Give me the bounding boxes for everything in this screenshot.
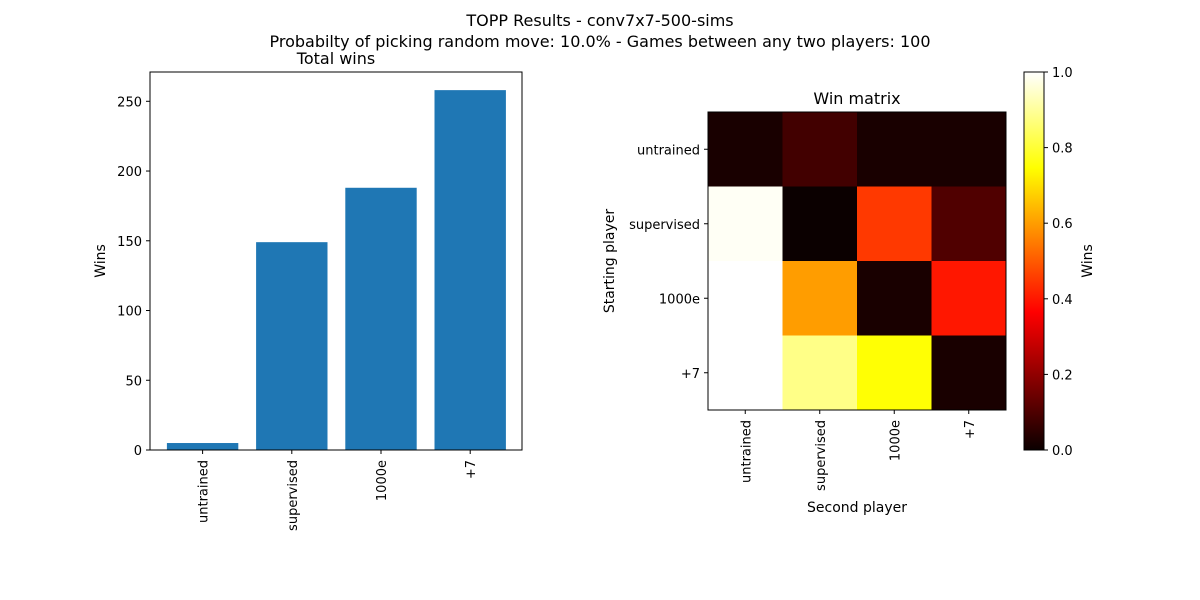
win-matrix-chart: Win matrix Starting player Second player…	[602, 89, 1007, 516]
bar-+7	[434, 90, 506, 450]
figure-subtitle: Probabilty of picking random move: 10.0%…	[269, 32, 930, 51]
heat-cell-1000e-supervised	[782, 261, 858, 336]
colorbar-tick-label: 0.2	[1052, 368, 1073, 383]
heat-cell-supervised-supervised	[782, 186, 858, 262]
y-tick-label: 150	[117, 235, 142, 250]
y-tick-label: 200	[117, 165, 142, 180]
heat-cell-supervised-untrained	[708, 186, 783, 262]
heat-cell-untrained-1000e	[857, 112, 932, 187]
x-tick-label: 1000e	[375, 460, 390, 501]
heat-cell-+7-supervised	[782, 335, 858, 411]
colorbar-gradient	[1023, 71, 1045, 451]
bar-chart-title: Total wins	[296, 49, 375, 68]
heat-cell-+7-1000e	[857, 335, 932, 411]
heat-cell-untrained-untrained	[708, 112, 783, 187]
heat-cell-untrained-supervised	[782, 112, 858, 187]
y-tick-label: 50	[125, 374, 142, 389]
heat-cell-+7-+7	[931, 335, 1007, 411]
y-tick-label: 250	[117, 95, 142, 110]
heat-cell-+7-untrained	[708, 335, 783, 411]
total-wins-chart: Total wins Wins untrained supervised 1000e…	[93, 49, 523, 531]
colorbar-tick-label: 0.4	[1052, 293, 1073, 308]
heatmap-frame	[707, 111, 1007, 411]
colorbar-tick-label: 1.0	[1052, 66, 1073, 81]
colorbar: Wins 0.0 0.2 0.4 0.6 0.8 1.0	[1023, 66, 1096, 459]
heat-cell-supervised-1000e	[857, 186, 932, 262]
heat-x-tick-label: 1000e	[888, 420, 903, 461]
x-tick-label: +7	[464, 460, 479, 479]
bar-untrained	[166, 443, 239, 450]
heat-x-tick-label: +7	[963, 420, 978, 439]
heat-y-tick-label: untrained	[637, 143, 700, 158]
heatmap-ylabel: Starting player	[602, 209, 618, 314]
heat-cell-untrained-+7	[931, 112, 1007, 187]
y-tick-label: 100	[117, 305, 142, 320]
bar-1000e	[345, 187, 417, 450]
colorbar-tick-label: 0.8	[1052, 142, 1073, 157]
x-tick-label: supervised	[286, 460, 301, 531]
figure-title: TOPP Results - conv7x7-500-sims	[465, 11, 733, 30]
heatmap-xlabel: Second player	[807, 500, 907, 516]
colorbar-tick-label: 0.0	[1052, 444, 1073, 459]
heat-x-tick-label: supervised	[814, 420, 829, 491]
colorbar-tick-label: 0.6	[1052, 217, 1073, 232]
bar-chart-ylabel: Wins	[93, 244, 109, 278]
bar-supervised	[256, 242, 328, 450]
heat-cell-1000e-untrained	[708, 261, 783, 336]
y-tick-label: 0	[134, 444, 142, 459]
heat-y-tick-label: 1000e	[659, 292, 700, 307]
heat-cell-1000e-1000e	[857, 261, 932, 336]
heatmap-title: Win matrix	[813, 89, 900, 108]
heat-y-tick-label: +7	[681, 367, 700, 382]
colorbar-label: Wins	[1080, 244, 1096, 278]
heat-x-tick-label: untrained	[739, 420, 754, 483]
heat-y-tick-label: supervised	[629, 218, 700, 233]
heat-cell-1000e-+7	[931, 261, 1007, 336]
x-tick-label: untrained	[197, 460, 212, 523]
heat-cell-supervised-+7	[931, 186, 1007, 262]
bar-chart-frame	[149, 71, 523, 451]
